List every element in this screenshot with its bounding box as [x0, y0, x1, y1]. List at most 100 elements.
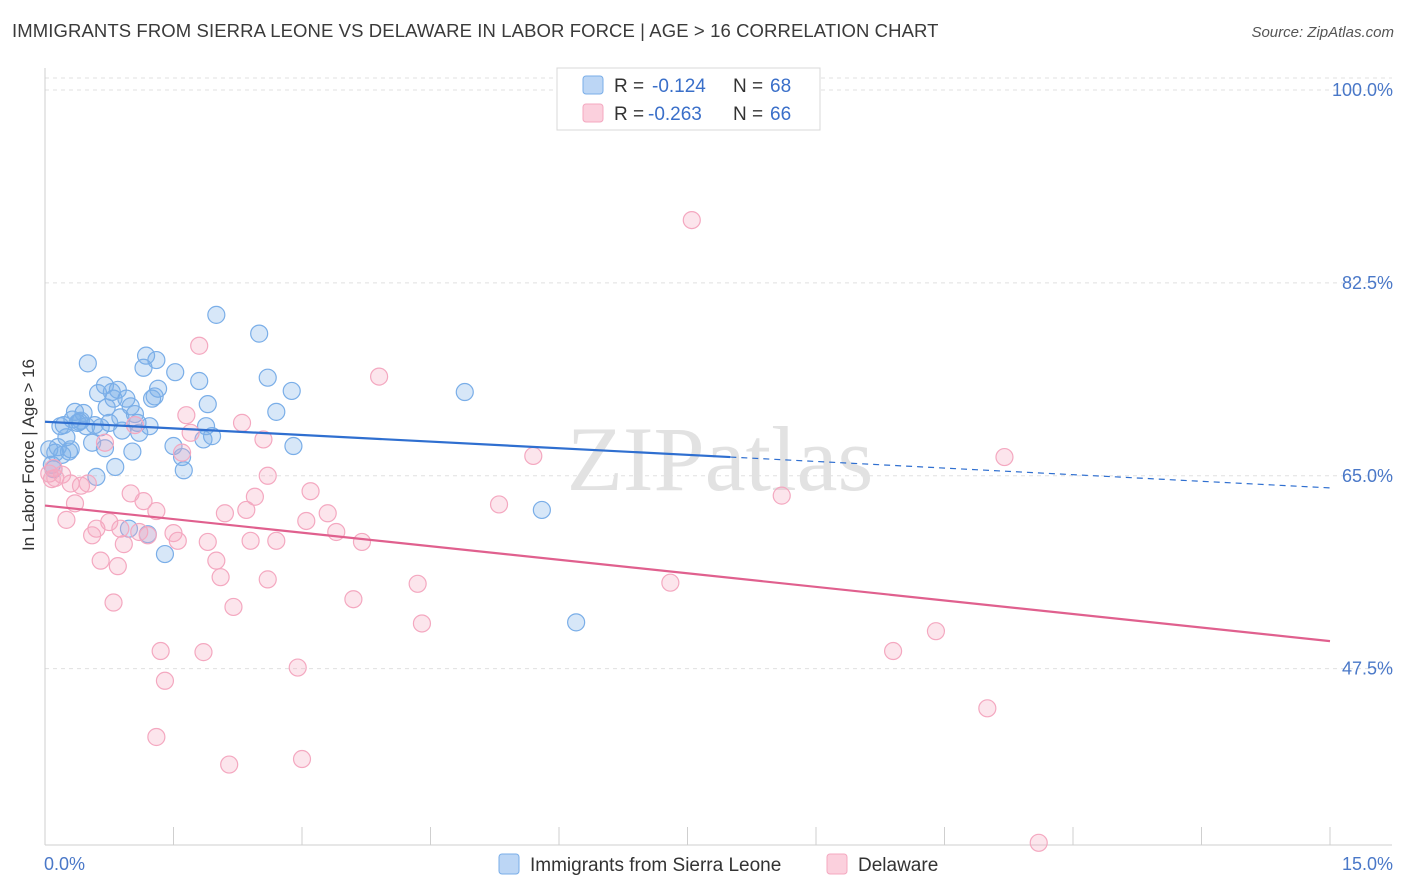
watermark: ZIPatlas [567, 408, 874, 510]
point-1-18 [114, 535, 133, 554]
point-1-63 [883, 641, 903, 661]
point-1-28 [168, 531, 187, 550]
point-0-47 [155, 544, 175, 564]
point-1-15 [104, 593, 123, 612]
point-1-42 [241, 531, 260, 550]
bottom-legend-label-sierra-leone: Immigrants from Sierra Leone [530, 855, 781, 876]
point-1-51 [318, 504, 337, 523]
point-1-62 [772, 486, 791, 505]
legend-r-label-0: R = [614, 76, 644, 97]
point-0-49 [166, 363, 185, 382]
legend-r-value-0: -0.124 [652, 76, 706, 97]
chart-source: Source: ZipAtlas.com [1251, 24, 1394, 41]
bottom-legend-label-delaware: Delaware [858, 855, 938, 876]
point-0-24 [95, 439, 115, 458]
point-0-67 [95, 376, 115, 395]
point-1-22 [134, 492, 153, 511]
point-0-36 [123, 442, 142, 461]
point-1-16 [108, 557, 127, 576]
x-tick-label-1: 15.0% [1342, 854, 1393, 874]
point-1-43 [245, 487, 264, 506]
point-1-8 [71, 476, 91, 495]
point-1-47 [288, 658, 307, 677]
point-1-29 [172, 443, 192, 462]
point-0-58 [250, 324, 269, 343]
legend-swatch-sierra-leone [582, 75, 604, 95]
point-0-18 [78, 354, 97, 373]
point-1-35 [207, 551, 226, 570]
point-1-55 [370, 367, 389, 386]
point-1-25 [151, 641, 170, 661]
point-0-62 [284, 436, 303, 456]
point-0-46 [148, 379, 168, 398]
point-0-65 [567, 613, 586, 632]
point-0-60 [267, 402, 286, 421]
point-1-48 [292, 749, 312, 769]
chart-title: IMMIGRANTS FROM SIERRA LEONE VS DELAWARE… [12, 20, 939, 41]
point-1-66 [978, 699, 997, 718]
legend-swatch-delaware [582, 103, 604, 123]
point-0-51 [174, 461, 193, 480]
grid-lines [45, 77, 1392, 670]
point-1-54 [352, 532, 372, 552]
point-1-30 [177, 406, 196, 425]
point-1-37 [215, 504, 234, 523]
correlation-legend: R = -0.124 N = 68 R = -0.263 N = 66 [556, 67, 821, 131]
point-0-8 [57, 428, 76, 447]
point-1-40 [232, 413, 252, 432]
legend-n-value-1: 66 [770, 104, 791, 125]
y-tick-label-2: 82.5% [1342, 273, 1393, 293]
point-0-43 [142, 389, 162, 408]
point-0-55 [198, 395, 217, 414]
trend-line-delaware [44, 504, 1331, 643]
point-0-16 [74, 403, 93, 423]
point-1-65 [995, 447, 1014, 467]
point-0-40 [136, 346, 156, 365]
point-1-60 [661, 573, 680, 592]
point-1-49 [297, 511, 316, 531]
point-1-53 [344, 590, 363, 609]
series-legend: Immigrants from Sierra Leone Delaware [498, 853, 938, 876]
y-tick-labels: 47.5% 65.0% 82.5% 100.0% [1332, 80, 1393, 679]
point-1-50 [301, 482, 320, 501]
bottom-legend-swatch-sierra-leone [498, 853, 520, 875]
point-1-33 [194, 643, 213, 662]
point-1-44 [254, 430, 273, 449]
point-1-59 [524, 446, 543, 466]
point-1-67 [1029, 833, 1048, 852]
point-1-57 [412, 614, 432, 633]
point-1-36 [211, 568, 230, 587]
point-0-59 [258, 368, 277, 387]
point-1-13 [95, 433, 115, 452]
bottom-legend-swatch-delaware [826, 853, 848, 875]
point-1-41 [237, 500, 256, 520]
point-1-32 [190, 336, 209, 355]
point-1-68 [258, 570, 277, 589]
point-1-64 [926, 622, 946, 641]
point-0-56 [202, 427, 222, 446]
y-tick-label-3: 100.0% [1332, 80, 1393, 100]
point-0-28 [104, 389, 123, 408]
y-axis-title: In Labor Force | Age > 16 [19, 359, 38, 551]
point-0-29 [106, 457, 125, 477]
point-0-52 [190, 371, 209, 391]
point-0-50 [172, 447, 192, 467]
legend-n-value-0: 68 [770, 76, 791, 97]
point-1-23 [138, 526, 157, 545]
point-1-31 [181, 423, 200, 442]
point-1-61 [682, 210, 701, 230]
point-1-34 [198, 532, 217, 552]
point-0-61 [282, 381, 301, 401]
point-1-56 [408, 574, 427, 593]
trend-line-sierra-leone-extension [730, 456, 1331, 489]
point-1-12 [91, 551, 110, 570]
point-1-5 [57, 510, 76, 529]
y-tick-label-0: 47.5% [1342, 659, 1393, 679]
point-1-39 [224, 597, 243, 617]
legend-r-label-1: R = [614, 104, 644, 125]
point-1-45 [258, 466, 277, 485]
series-delaware-points [40, 210, 1048, 852]
point-1-24 [147, 501, 166, 521]
trend-line-sierra-leone [44, 420, 731, 459]
